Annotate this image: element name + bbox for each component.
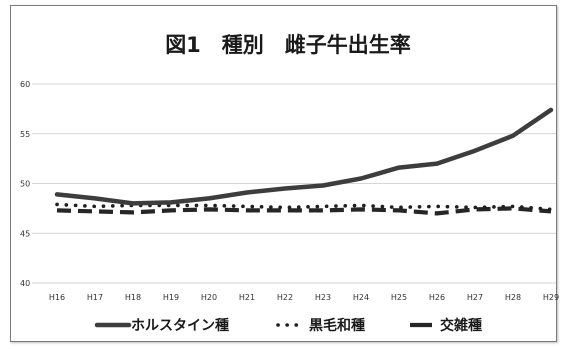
legend-label-1: 黒毛和種: [309, 317, 365, 334]
x-tick-label: H29: [543, 293, 559, 302]
x-tick-label: H18: [125, 293, 141, 302]
y-tick-label: 45: [20, 229, 30, 238]
y-tick-label: 60: [20, 80, 30, 89]
x-tick-label: H25: [391, 293, 407, 302]
series-lines: [54, 107, 554, 216]
x-tick-label: H16: [49, 293, 65, 302]
legend-label-2: 交雑種: [440, 317, 482, 334]
x-tick-label: H27: [467, 293, 483, 302]
y-tick-label: 40: [20, 279, 30, 288]
legend-label-0: ホルスタイン種: [131, 317, 229, 334]
x-tick-label: H28: [505, 293, 521, 302]
y-tick-label: 50: [20, 180, 30, 189]
x-axis-ticks: H16 H17 H18 H19 H20 H21 H22 H23 H24 H25 H26 H27 H28 H…: [49, 293, 559, 302]
y-axis-ticks: 40 45 50 55 60: [20, 80, 30, 288]
x-tick-label: H26: [429, 293, 445, 302]
legend: ホルスタイン種 黒毛和種 交雑種: [94, 317, 482, 334]
x-tick-label: H21: [239, 293, 255, 302]
x-tick-label: H23: [315, 293, 331, 302]
gridlines: [32, 83, 556, 284]
series-line-0: [54, 107, 554, 206]
series-line-2: [56, 206, 552, 216]
x-tick-label: H17: [87, 293, 103, 302]
x-tick-label: H19: [163, 293, 179, 302]
x-tick-label: H24: [353, 293, 369, 302]
chart-title: 図1 種別 雌子牛出生率: [165, 33, 411, 57]
chart-frame: [10, 5, 557, 342]
y-tick-label: 55: [20, 130, 30, 139]
x-tick-label: H20: [201, 293, 217, 302]
x-tick-label: H22: [277, 293, 293, 302]
